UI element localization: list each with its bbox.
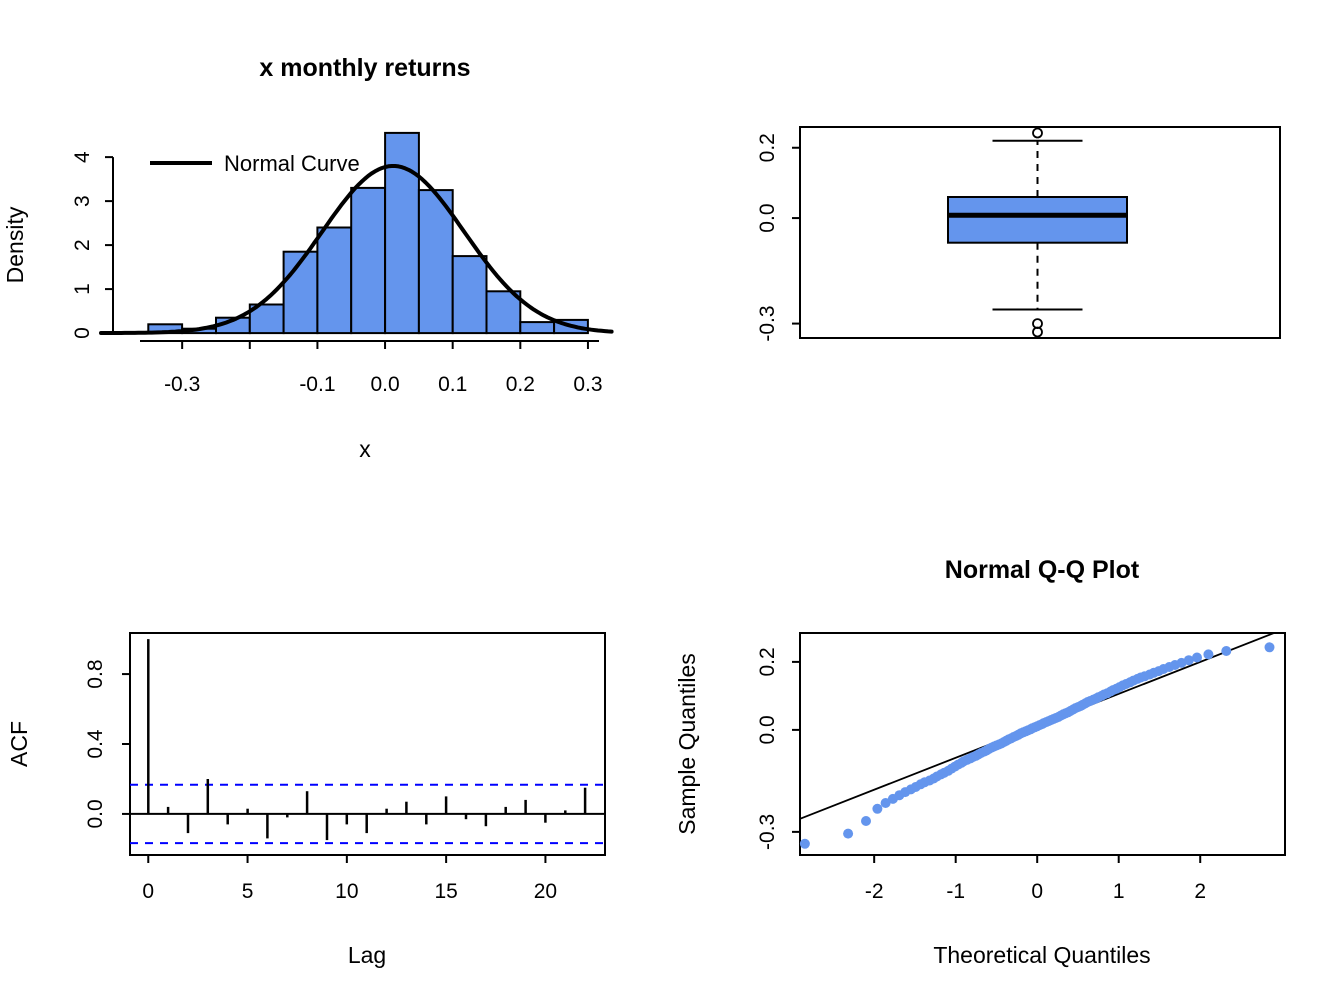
histogram-bar — [384, 131, 420, 335]
tick-label: -0.3 — [164, 373, 200, 396]
histogram-bar — [485, 290, 522, 335]
outlier-point — [1032, 127, 1043, 139]
qq-point — [1183, 655, 1194, 666]
tick-label: -1 — [946, 880, 965, 903]
qq-point — [880, 798, 891, 808]
tick-label: 20 — [534, 880, 557, 903]
tick-label: 0.0 — [756, 715, 779, 744]
histogram-axes: 0 1 2 3 4 -0.3 -0.1 0.0 0.1 0.2 0.3 — [71, 151, 603, 396]
histogram-bar — [519, 321, 556, 335]
tick-label: 2 — [1194, 880, 1206, 903]
tick-label: 0 — [71, 327, 94, 339]
tick-label: 1 — [71, 283, 94, 295]
tick-label: 0.0 — [756, 203, 779, 232]
histogram-xlabel: x — [359, 436, 371, 462]
normal-curve — [99, 164, 614, 335]
boxplot-axes: 0.2 0.0 -0.3 — [756, 126, 1281, 342]
tick-label: 0.8 — [84, 659, 107, 688]
histogram-curve — [99, 164, 614, 335]
qq-xlabel: Theoretical Quantiles — [933, 942, 1150, 968]
qq-point — [1203, 649, 1214, 660]
outlier-point — [1032, 326, 1043, 338]
tick-label: 0.0 — [370, 373, 399, 396]
box — [947, 196, 1128, 244]
qq-point — [1221, 646, 1232, 656]
tick-label: 1 — [1113, 880, 1125, 903]
boxplot-panel: 0.2 0.0 -0.3 — [756, 126, 1281, 342]
qq-content — [799, 633, 1277, 849]
histogram-bar — [316, 226, 353, 335]
tick-label: 10 — [335, 880, 358, 903]
tick-label: 0.3 — [573, 373, 602, 396]
tick-label: -0.3 — [756, 305, 779, 341]
histogram-bar — [451, 255, 488, 335]
qq-ylabel: Sample Quantiles — [674, 653, 700, 835]
tick-label: 0.2 — [756, 647, 779, 676]
tick-label: 2 — [71, 239, 94, 251]
qq-point — [799, 838, 810, 849]
tick-label: 0 — [1031, 880, 1043, 903]
tick-label: -2 — [865, 880, 884, 903]
tick-label: 3 — [71, 195, 94, 207]
acf-axes: 0 5 10 15 20 0.0 0.4 0.8 — [84, 632, 606, 903]
plot-frame — [799, 126, 1281, 339]
histogram-bar — [417, 189, 454, 335]
histogram-title: x monthly returns — [259, 54, 470, 82]
qq-point — [861, 816, 871, 826]
qq-point — [843, 828, 854, 839]
boxplot-content — [947, 127, 1128, 338]
tick-label: 5 — [242, 880, 254, 903]
tick-label: 0.1 — [438, 373, 467, 396]
histogram-ylabel: Density — [2, 206, 28, 283]
qq-axes: -2 -1 0 1 2 0.2 0.0 -0.3 — [756, 632, 1286, 903]
legend-label: Normal Curve — [224, 151, 360, 176]
tick-label: -0.3 — [756, 814, 779, 850]
tick-label: 0.2 — [756, 133, 779, 162]
tick-label: 15 — [434, 880, 457, 903]
tick-label: 0.0 — [84, 799, 107, 828]
histogram-panel: x monthly returns Density x 0 1 2 3 4 -0.3 -0.… — [2, 54, 614, 462]
histogram-legend: Normal Curve — [150, 151, 360, 176]
histogram-bar — [350, 186, 387, 335]
acf-xlabel: Lag — [348, 942, 386, 968]
qq-title: Normal Q-Q Plot — [945, 556, 1140, 584]
qq-point — [872, 803, 883, 814]
tick-label: 4 — [71, 151, 94, 163]
qq-panel: Normal Q-Q Plot Sample Quantiles Theoret… — [674, 556, 1286, 968]
tick-label: 0 — [142, 880, 154, 903]
tick-label: 0.2 — [506, 373, 535, 396]
tick-label: -0.1 — [299, 373, 335, 396]
tick-label: 0.4 — [84, 729, 107, 759]
plot-frame — [799, 632, 1286, 856]
acf-ylabel: ACF — [6, 721, 32, 767]
acf-content — [130, 639, 605, 845]
acf-panel: ACF Lag 0 5 10 15 20 0.0 0.4 0.8 — [6, 632, 606, 968]
qq-point — [1264, 642, 1275, 653]
qq-point — [1192, 652, 1202, 663]
